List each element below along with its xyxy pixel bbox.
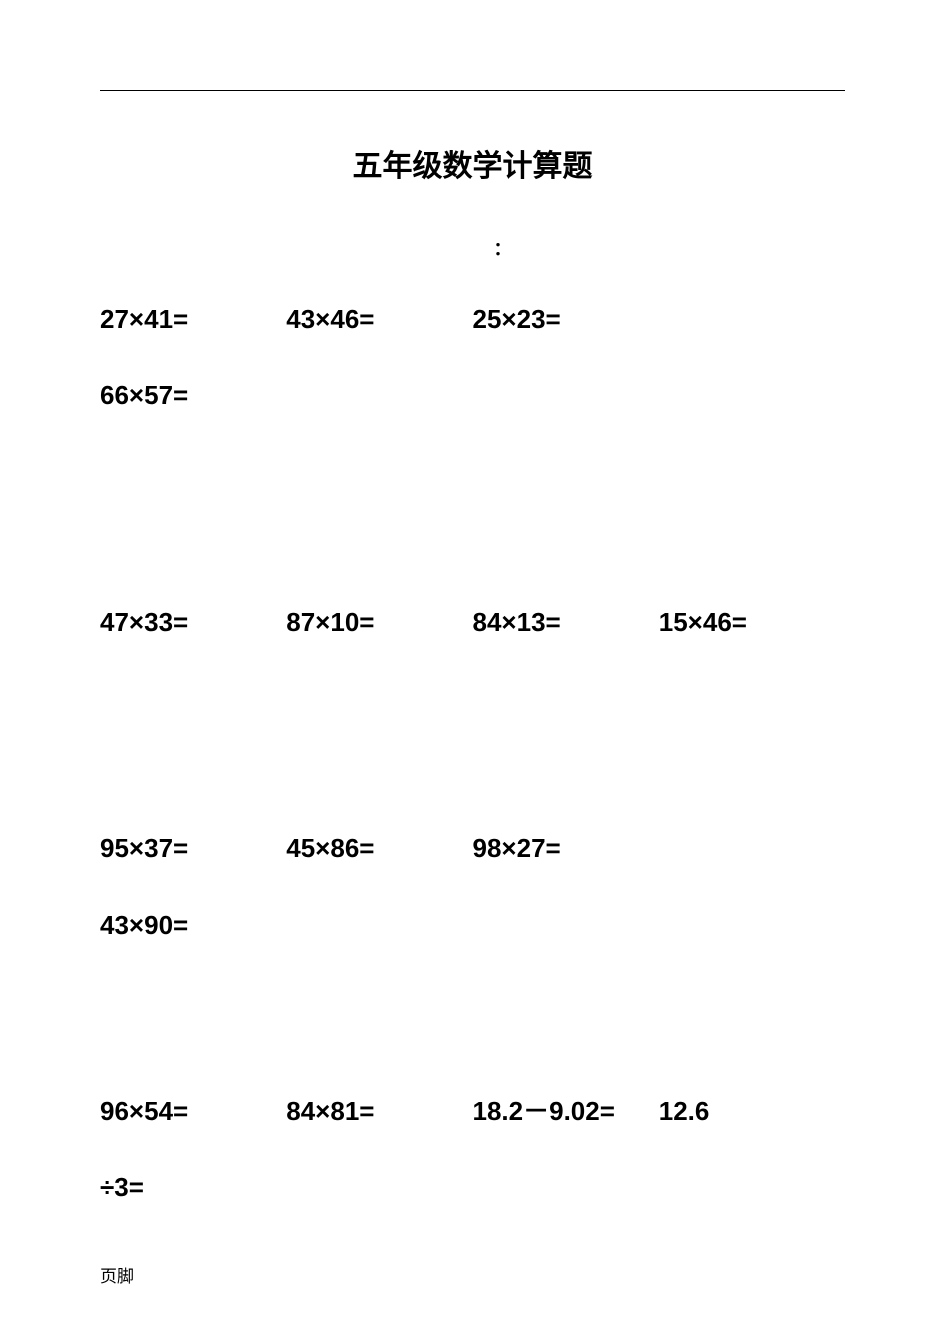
worksheet-title: 五年级数学计算题 — [100, 141, 845, 185]
problem-cell: 27×41= — [100, 301, 286, 337]
problem-cell — [286, 377, 472, 413]
problem-cell — [659, 377, 845, 413]
problem-cell: 84×13= — [473, 604, 659, 640]
problem-row: 47×33= 87×10= 84×13= 15×46= — [100, 604, 845, 640]
problem-cell: 66×57= — [100, 377, 286, 413]
problem-cell — [659, 907, 845, 943]
problem-cell — [659, 830, 845, 866]
problem-cell — [473, 907, 659, 943]
problem-cell: 15×46= — [659, 604, 845, 640]
problem-cell: 98×27= — [473, 830, 659, 866]
problem-cell — [286, 1169, 472, 1205]
problem-cell: 18.2－9.02= — [473, 1093, 659, 1129]
stray-colon-mark: ： — [160, 235, 845, 261]
problem-cell — [659, 301, 845, 337]
worksheet-page: 五年级数学计算题 ： 27×41= 43×46= 25×23= 66×57= 4… — [0, 0, 945, 1337]
top-rule — [100, 90, 845, 91]
problem-cell: 95×37= — [100, 830, 286, 866]
problem-row: 27×41= 43×46= 25×23= — [100, 301, 845, 337]
problem-cell: 25×23= — [473, 301, 659, 337]
problem-cell — [473, 377, 659, 413]
problem-cell — [659, 1169, 845, 1205]
problem-cell: 87×10= — [286, 604, 472, 640]
problem-row: 66×57= — [100, 377, 845, 413]
problem-row: 95×37= 45×86= 98×27= — [100, 830, 845, 866]
problem-cell: 84×81= — [286, 1093, 472, 1129]
vertical-gap — [100, 983, 845, 1093]
vertical-gap — [100, 454, 845, 604]
problem-cell: 43×90= — [100, 907, 286, 943]
problem-row: 96×54= 84×81= 18.2－9.02= 12.6 — [100, 1093, 845, 1129]
problems-container: 27×41= 43×46= 25×23= 66×57= 47×33= 87×10… — [100, 301, 845, 1206]
problem-cell: 96×54= — [100, 1093, 286, 1129]
page-footer: 页脚 — [100, 1262, 134, 1287]
problem-row: ÷3= — [100, 1169, 845, 1205]
problem-cell: 43×46= — [286, 301, 472, 337]
problem-cell: 12.6 — [659, 1093, 845, 1129]
problem-cell: ÷3= — [100, 1169, 286, 1205]
problem-cell — [286, 907, 472, 943]
problem-cell: 47×33= — [100, 604, 286, 640]
problem-cell: 45×86= — [286, 830, 472, 866]
vertical-gap — [100, 680, 845, 830]
problem-cell — [473, 1169, 659, 1205]
problem-row: 43×90= — [100, 907, 845, 943]
